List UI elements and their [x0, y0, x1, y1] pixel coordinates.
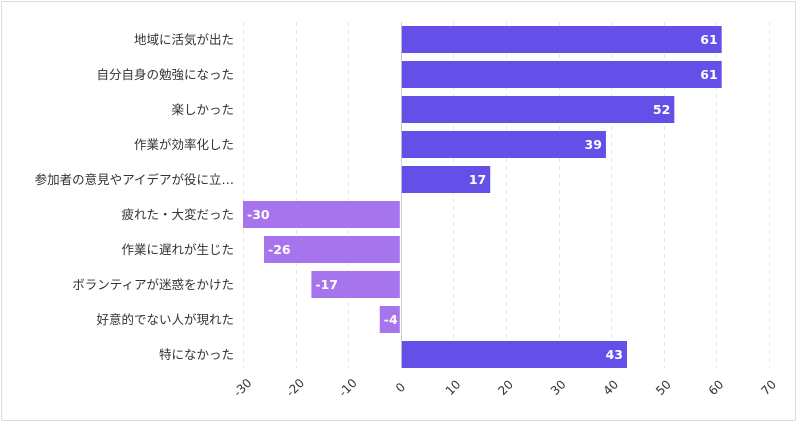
x-tick-label: 0	[393, 380, 408, 395]
category-label: 参加者の意見やアイデアが役に立…	[35, 172, 234, 187]
bar-value-label: -4	[384, 312, 398, 327]
category-label: ボランティアが迷惑をかけた	[72, 277, 234, 292]
category-label: 楽しかった	[171, 102, 234, 117]
bar-value-label: -26	[268, 242, 291, 257]
x-tick-label: 60	[706, 377, 727, 398]
category-label: 好意的でない人が現れた	[96, 312, 234, 327]
bar[interactable]	[401, 26, 722, 53]
category-label-layer: 地域に活気が出た自分自身の勉強になった楽しかった作業が効率化した参加者の意見やア…	[35, 32, 234, 362]
bar[interactable]	[264, 236, 400, 263]
bar-value-label: 52	[653, 102, 670, 117]
bar[interactable]	[401, 166, 491, 193]
category-label: 地域に活気が出た	[134, 32, 234, 47]
bar-value-label: -30	[247, 207, 270, 222]
bar-value-label: 39	[585, 137, 602, 152]
bar[interactable]	[243, 201, 400, 228]
x-tick-label: 50	[653, 377, 674, 398]
bar[interactable]	[401, 96, 675, 123]
bar-value-label: 43	[606, 347, 623, 362]
x-axis-tick-layer: -30 -20 -10 0 10 20 30 40 50 60 70	[231, 376, 779, 400]
category-label: 疲れた・大変だった	[121, 207, 234, 222]
bar-value-label: 17	[469, 172, 486, 187]
x-tick-label: -20	[283, 376, 307, 400]
x-tick-label: 70	[758, 377, 779, 398]
bar-layer: 61 61 52 39 17 -30 -26 -17 -4 43	[243, 26, 722, 368]
bar[interactable]	[311, 271, 400, 298]
category-label: 作業が効率化した	[134, 137, 234, 152]
bar-value-label: 61	[700, 32, 717, 47]
x-tick-label: 20	[495, 377, 516, 398]
category-label: 作業に遅れが生じた	[121, 242, 234, 257]
x-tick-label: 40	[600, 377, 621, 398]
x-tick-label: 30	[548, 377, 569, 398]
bar[interactable]	[401, 341, 627, 368]
category-label: 自分自身の勉強になった	[96, 67, 234, 82]
x-tick-label: -30	[231, 376, 255, 400]
bar-value-label: -17	[315, 277, 338, 292]
bar-value-label: 61	[700, 67, 717, 82]
x-tick-label: -10	[336, 376, 360, 400]
bar[interactable]	[379, 306, 400, 333]
category-label: 特になかった	[159, 347, 234, 362]
x-tick-label: 10	[443, 377, 464, 398]
bar[interactable]	[401, 131, 606, 158]
bar[interactable]	[401, 61, 722, 88]
